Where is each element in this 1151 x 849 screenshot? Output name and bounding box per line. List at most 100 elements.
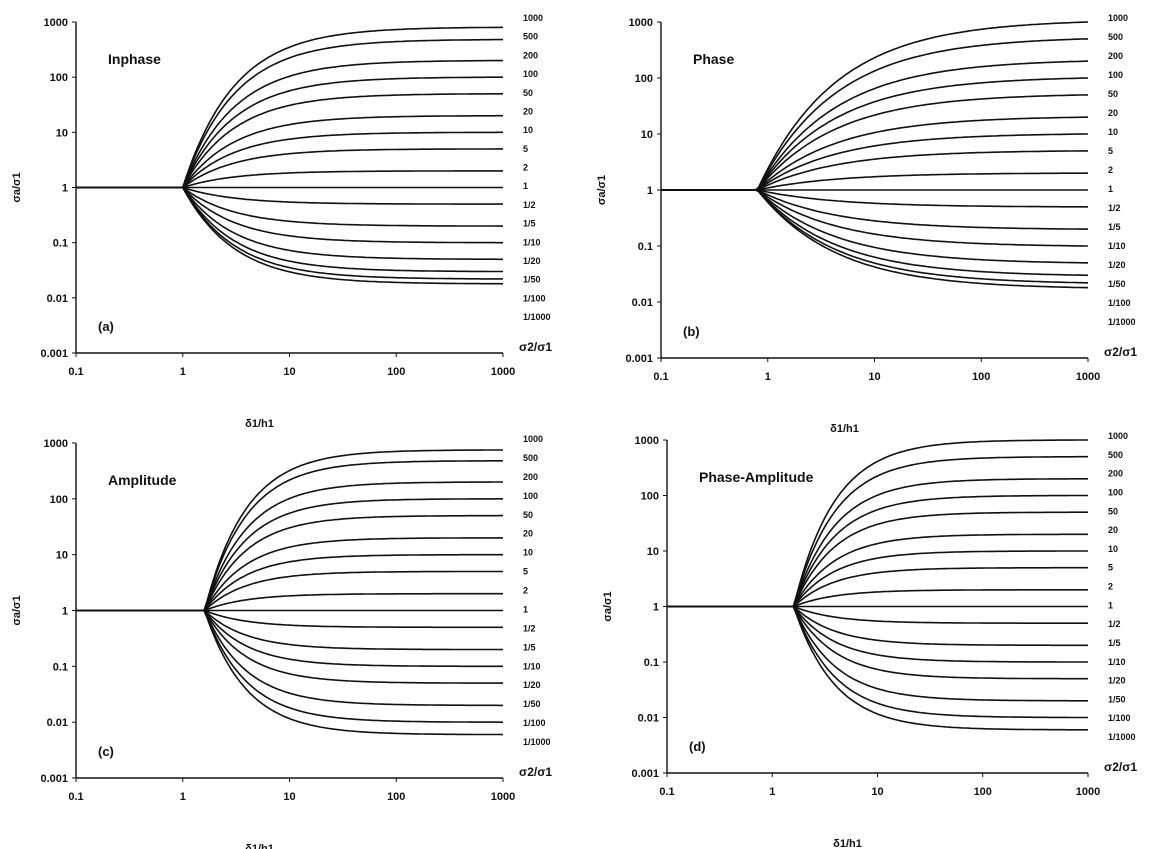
panel-c: 0.001 0.01 0.1 1 10 100 1000 0.1 1 10 100 1000 δ1/h1… xyxy=(11,434,552,849)
curve-label: 5 xyxy=(523,567,528,577)
curve-label: 10 xyxy=(1108,127,1118,137)
series-line-2 xyxy=(76,170,503,189)
curve-label: 1/10 xyxy=(523,237,541,247)
curve-label: 1000 xyxy=(523,13,543,23)
curve-label: 1/100 xyxy=(523,293,546,303)
ratio-label: σ2/σ1 xyxy=(1104,345,1137,359)
x-axis-label: δ1/h1 xyxy=(833,838,862,849)
curve-label: 1 xyxy=(523,604,528,614)
series-line-10 xyxy=(76,553,503,612)
x-axis-label: δ1/h1 xyxy=(245,418,274,430)
series-line-10 xyxy=(76,131,503,189)
series-line-1-over-10 xyxy=(76,609,503,668)
curve-label: 1/1000 xyxy=(1108,732,1136,742)
curve-label: 1/1000 xyxy=(523,312,551,322)
curve-label: 50 xyxy=(1108,89,1118,99)
curve-label: 1/100 xyxy=(523,718,546,728)
curve-label: 10 xyxy=(523,548,533,558)
y-tick-label: 1000 xyxy=(635,435,659,447)
y-tick-label: 1 xyxy=(62,183,68,195)
series-line-1-over-5 xyxy=(667,605,1088,647)
x-tick-label: 100 xyxy=(387,366,405,378)
series-line-1-over-1000 xyxy=(76,186,504,285)
panel-b: 0.001 0.01 0.1 1 10 100 1000 0.1 1 10 100 1000 δ1/h1… xyxy=(596,13,1137,435)
curve-label: 1/5 xyxy=(523,219,536,229)
curve-label: 2 xyxy=(1108,165,1113,175)
curve-label: 200 xyxy=(523,472,538,482)
curve-label: 1/2 xyxy=(1108,203,1121,213)
curve-label: 50 xyxy=(523,510,533,520)
curve-label: 500 xyxy=(523,453,538,463)
y-tick-label: 1 xyxy=(653,602,659,614)
ratio-label: σ2/σ1 xyxy=(519,765,552,779)
x-tick-label: 0.1 xyxy=(659,786,674,798)
series-line-5 xyxy=(76,570,503,612)
curve-label: 5 xyxy=(1108,563,1113,573)
series-line-20 xyxy=(76,537,503,612)
y-tick-label: 100 xyxy=(50,72,68,84)
series-line-2 xyxy=(667,589,1088,608)
series-line-1-over-5 xyxy=(76,186,503,227)
y-tick-label: 0.001 xyxy=(625,353,653,365)
y-tick-label: 0.1 xyxy=(644,657,659,669)
x-tick-label: 1 xyxy=(180,366,186,378)
x-axis-label: δ1/h1 xyxy=(830,423,859,435)
series-line-1-over-2 xyxy=(76,609,503,629)
curve-label: 1/10 xyxy=(523,661,541,671)
y-tick-label: 0.001 xyxy=(631,768,659,780)
curve-label: 500 xyxy=(1108,450,1123,460)
curve-label: 5 xyxy=(1108,146,1113,156)
curve-label: 20 xyxy=(523,529,533,539)
panel-a: 0.001 0.01 0.1 1 10 100 1000 0.1 1 10 100 1000 δ1/h1… xyxy=(11,13,552,430)
curve-label: 20 xyxy=(523,106,533,116)
series-line-1-over-10 xyxy=(667,605,1088,663)
y-tick-label: 1000 xyxy=(629,17,653,29)
x-tick-label: 100 xyxy=(387,791,405,803)
panel-title: Phase-Amplitude xyxy=(699,469,814,485)
y-tick-label: 0.01 xyxy=(47,293,68,305)
x-tick-label: 0.1 xyxy=(68,791,83,803)
curve-label: 50 xyxy=(1108,506,1118,516)
series-line-1-over-20 xyxy=(76,186,503,261)
x-tick-label: 1000 xyxy=(491,791,515,803)
panel-d: 0.001 0.01 0.1 1 10 100 1000 0.1 1 10 100 1000 δ1/h1… xyxy=(602,431,1137,849)
y-tick-label: 10 xyxy=(647,546,659,558)
series-line-1000 xyxy=(667,439,1088,608)
curve-label: 1/50 xyxy=(1108,279,1126,289)
y-tick-label: 100 xyxy=(635,73,653,85)
curve-label: 1000 xyxy=(523,434,543,444)
curve-label: 1/2 xyxy=(523,200,536,210)
y-tick-label: 0.01 xyxy=(638,713,659,725)
y-tick-label: 0.001 xyxy=(40,773,68,785)
series-line-1-over-2 xyxy=(76,186,503,205)
series-line-2 xyxy=(661,172,1089,191)
series-line-1-over-2 xyxy=(661,189,1089,208)
series-line-2 xyxy=(76,592,503,612)
series-line-10 xyxy=(667,550,1088,608)
y-tick-label: 1000 xyxy=(44,17,68,29)
y-tick-label: 0.1 xyxy=(638,241,653,253)
curve-label: 1/100 xyxy=(1108,298,1131,308)
curve-label: 100 xyxy=(523,69,538,79)
series-line-20 xyxy=(661,116,1089,191)
x-tick-label: 1000 xyxy=(1076,786,1100,798)
curve-label: 50 xyxy=(523,88,533,98)
y-tick-label: 0.01 xyxy=(47,717,68,729)
series-line-1-over-20 xyxy=(667,605,1088,680)
curve-label: 200 xyxy=(1108,469,1123,479)
y-tick-label: 100 xyxy=(50,494,68,506)
x-tick-label: 1 xyxy=(180,791,186,803)
panel-title: Phase xyxy=(693,51,734,67)
curve-label: 1 xyxy=(1108,600,1113,610)
curve-label: 1/50 xyxy=(523,699,541,709)
curve-label: 20 xyxy=(1108,108,1118,118)
x-tick-label: 10 xyxy=(868,371,880,383)
x-tick-label: 1000 xyxy=(1076,371,1100,383)
ratio-label: σ2/σ1 xyxy=(1104,760,1137,774)
series-line-20 xyxy=(667,533,1088,608)
curve-label: 1/5 xyxy=(1108,222,1121,232)
curve-label: 100 xyxy=(1108,70,1123,80)
curve-label: 1 xyxy=(523,181,528,191)
series-line-10 xyxy=(661,133,1088,191)
